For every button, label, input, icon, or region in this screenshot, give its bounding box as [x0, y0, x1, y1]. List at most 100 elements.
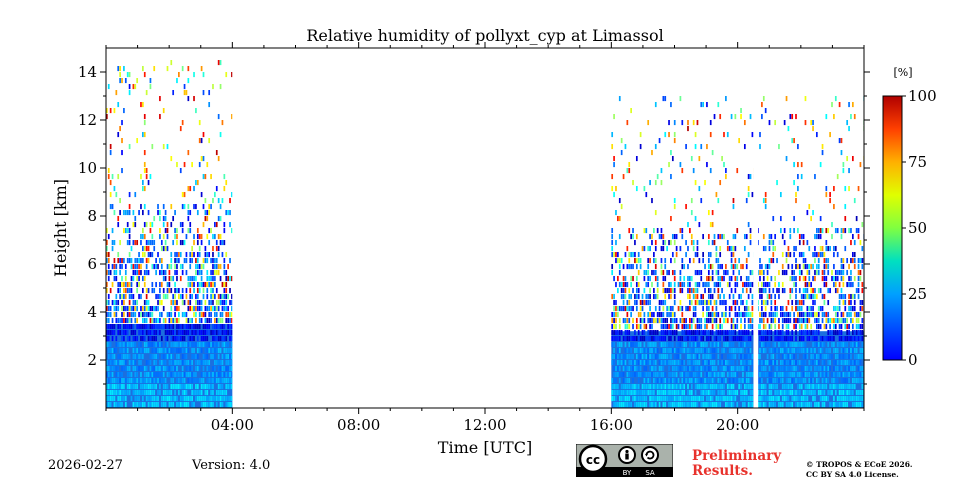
humidity-cell: [700, 102, 703, 108]
humidity-cell: [806, 306, 809, 312]
humidity-cell: [671, 384, 674, 390]
humidity-cell: [126, 210, 129, 216]
humidity-cell: [179, 294, 182, 300]
humidity-cell: [664, 324, 667, 330]
humidity-cell: [814, 342, 816, 348]
humidity-cell: [159, 216, 161, 222]
humidity-cell: [206, 216, 209, 222]
humidity-cell: [157, 354, 159, 360]
humidity-cell: [117, 390, 120, 396]
humidity-cell: [613, 162, 615, 168]
humidity-cell: [142, 402, 144, 408]
humidity-cell: [225, 294, 228, 300]
humidity-cell: [709, 378, 712, 384]
humidity-cell: [189, 360, 192, 366]
humidity-cell: [204, 396, 207, 402]
humidity-cell: [677, 390, 680, 396]
humidity-cell: [838, 402, 841, 408]
cc-license-badge[interactable]: cc BY SA: [576, 444, 673, 477]
humidity-cell: [671, 366, 674, 372]
humidity-cell: [696, 378, 699, 384]
humidity-cell: [624, 252, 627, 258]
humidity-cell: [159, 324, 161, 330]
humidity-cell: [787, 330, 790, 336]
humidity-cell: [851, 102, 854, 108]
humidity-cell: [732, 396, 735, 402]
humidity-cell: [706, 366, 708, 372]
humidity-cell: [159, 114, 161, 120]
humidity-cell: [685, 342, 687, 348]
humidity-cell: [800, 324, 803, 330]
humidity-cell: [685, 204, 687, 210]
humidity-cell: [212, 84, 214, 90]
humidity-cell: [827, 312, 830, 318]
humidity-cell: [707, 252, 710, 258]
humidity-cell: [645, 390, 648, 396]
humidity-cell: [817, 360, 820, 366]
humidity-cell: [641, 396, 644, 402]
humidity-cell: [719, 330, 722, 336]
humidity-cell: [645, 402, 648, 408]
humidity-cell: [687, 246, 689, 252]
humidity-cell: [225, 300, 228, 306]
humidity-cell: [214, 330, 216, 336]
humidity-cell: [159, 384, 161, 390]
humidity-cell: [817, 306, 820, 312]
humidity-cell: [761, 390, 763, 396]
humidity-cell: [142, 102, 144, 108]
humidity-cell: [814, 234, 816, 240]
humidity-cell: [836, 384, 839, 390]
humidity-cell: [723, 378, 725, 384]
humidity-cell: [113, 108, 116, 114]
humidity-cell: [821, 228, 824, 234]
humidity-cell: [191, 354, 193, 360]
humidity-cell: [689, 330, 691, 336]
humidity-cell: [698, 330, 701, 336]
humidity-cell: [789, 348, 792, 354]
humidity-cell: [136, 318, 139, 324]
humidity-cell: [124, 282, 127, 288]
humidity-cell: [833, 264, 835, 270]
humidity-cell: [662, 384, 665, 390]
humidity-cell: [206, 396, 209, 402]
humidity-cell: [147, 324, 150, 330]
humidity-cell: [198, 360, 201, 366]
humidity-cell: [618, 354, 621, 360]
humidity-cell: [198, 366, 201, 372]
humidity-cell: [850, 282, 852, 288]
humidity-cell: [776, 366, 778, 372]
humidity-cell: [193, 378, 195, 384]
humidity-cell: [679, 342, 682, 348]
humidity-cell: [825, 384, 828, 390]
humidity-cell: [214, 222, 216, 228]
humidity-cell: [783, 396, 786, 402]
humidity-cell: [613, 372, 615, 378]
humidity-cell: [632, 354, 634, 360]
humidity-heatmap: [106, 48, 864, 408]
humidity-cell: [140, 174, 142, 180]
humidity-cell: [846, 156, 849, 162]
humidity-cell: [124, 78, 127, 84]
humidity-cell: [176, 342, 178, 348]
humidity-cell: [702, 360, 704, 366]
humidity-cell: [704, 264, 706, 270]
humidity-cell: [823, 324, 826, 330]
humidity-cell: [670, 348, 672, 354]
humidity-cell: [217, 264, 220, 270]
humidity-cell: [770, 360, 773, 366]
humidity-cell: [859, 330, 862, 336]
humidity-cell: [611, 384, 614, 390]
humidity-cell: [662, 300, 665, 306]
humidity-cell: [842, 276, 845, 282]
humidity-cell: [651, 312, 653, 318]
humidity-cell: [679, 276, 682, 282]
humidity-cell: [797, 402, 799, 408]
humidity-cell: [823, 366, 826, 372]
humidity-cell: [821, 390, 824, 396]
humidity-cell: [677, 402, 680, 408]
humidity-cell: [829, 354, 831, 360]
humidity-cell: [206, 210, 209, 216]
humidity-cell: [673, 138, 676, 144]
humidity-cell: [706, 384, 708, 390]
humidity-cell: [721, 276, 723, 282]
